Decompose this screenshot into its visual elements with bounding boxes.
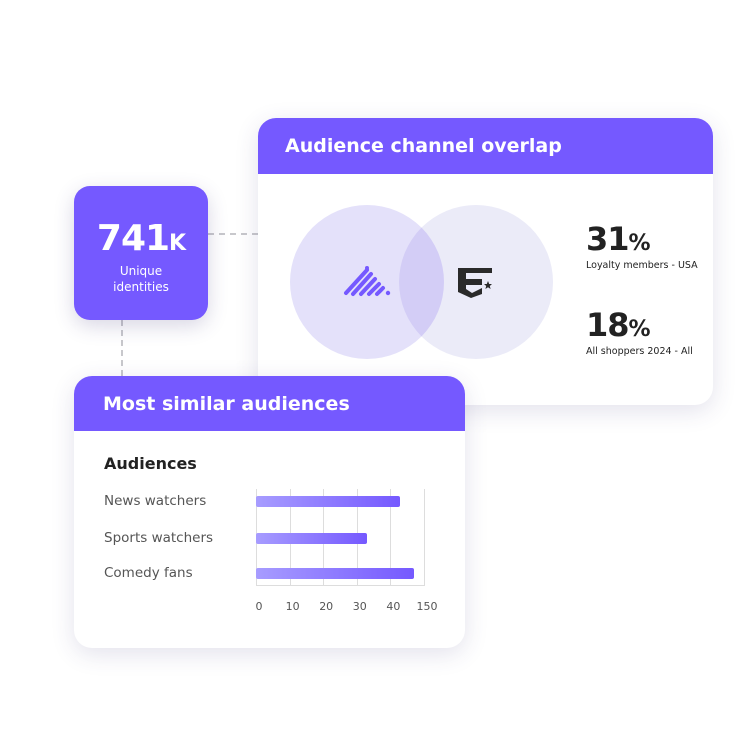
tick-label: 30 [352,600,367,613]
shield-e-star-logo-icon [458,268,492,298]
tick-label: 150 [416,600,438,613]
bar [256,496,401,507]
bar [256,568,414,579]
stat-unit: % [628,231,651,256]
bar [256,533,367,544]
category-label: Comedy fans [104,565,193,581]
card-title: Audience channel overlap [258,118,713,174]
identities-value: 741 [96,218,170,259]
audiences-heading: Audiences [104,454,197,473]
stat-unit: % [628,317,651,342]
connector-line [121,320,123,376]
tick-label: 10 [285,600,300,613]
tick-label: 0 [255,600,263,613]
category-label: News watchers [104,493,207,509]
similar-audiences-card: Most similar audiences Audiences 0 10 20 30… [74,376,465,648]
identities-label: Unique [119,264,163,278]
gridline [390,489,392,586]
category-label: Sports watchers [104,530,214,546]
purple-dots-logo-icon [344,266,391,296]
identities-unit: K [169,231,186,256]
card-title: Most similar audiences [74,376,465,431]
stat-loyalty: 31% Loyalty members - USA [586,220,698,271]
venn-intersection [399,205,444,359]
stat-label: All shoppers 2024 - All [586,346,693,357]
gridline [424,489,425,586]
stat-shoppers: 18% All shoppers 2024 - All [586,306,693,357]
unique-identities-tile: 741K Unique identities [74,186,208,320]
connector-line [208,233,258,235]
tick-label: 20 [319,600,334,613]
identities-label: identities [113,280,169,294]
tick-label: 40 [386,600,401,613]
audience-overlap-card: Audience channel overlap 31% Loyalty mem… [258,118,713,405]
stat-value: 31 [586,220,630,258]
stat-label: Loyalty members - USA [586,260,698,271]
stat-value: 18 [586,306,630,344]
x-axis-line [256,585,424,586]
